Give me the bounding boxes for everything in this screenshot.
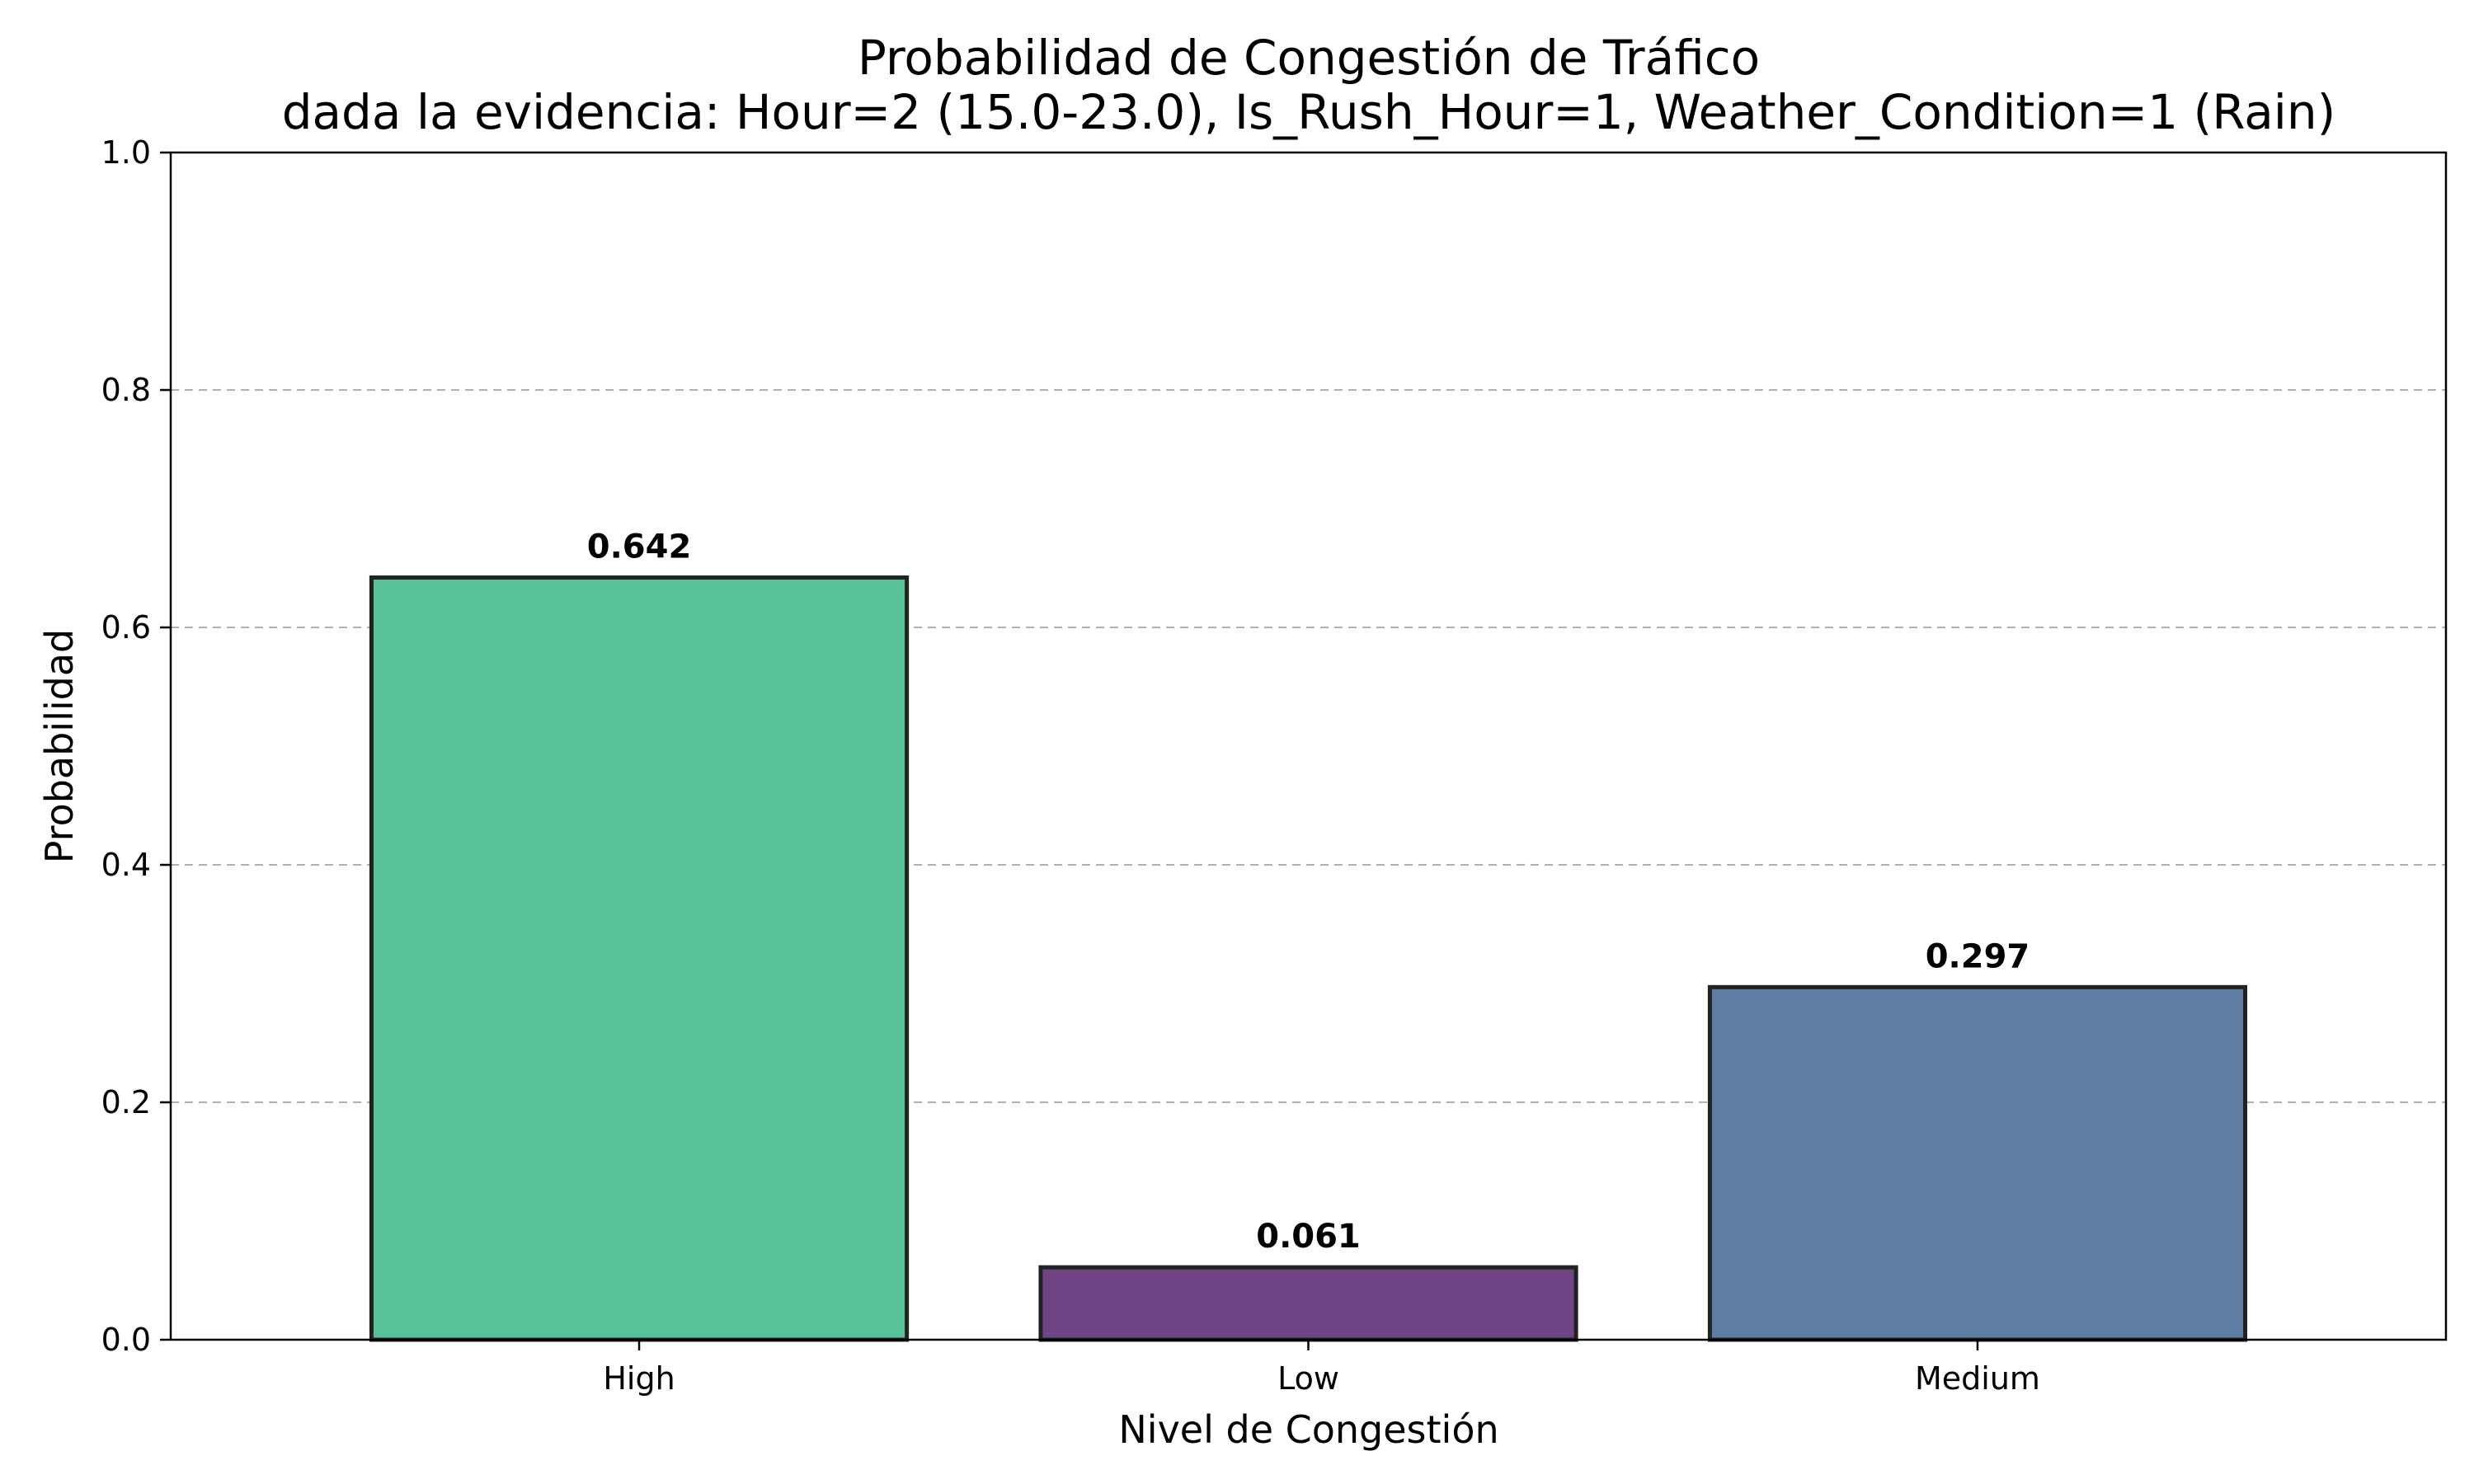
y-axis-label: Probabilidad <box>37 629 82 864</box>
x-axis-label: Nivel de Congestión <box>1118 1407 1498 1452</box>
x-axis-ticks: High Low Medium <box>603 1340 2040 1397</box>
y-tick-label: 1.0 <box>101 134 151 171</box>
x-tick-label: Low <box>1277 1360 1339 1397</box>
bar-value-label: 0.061 <box>1256 1218 1361 1256</box>
x-tick-label: Medium <box>1915 1360 2040 1397</box>
y-tick-label: 0.8 <box>101 372 151 408</box>
y-tick-label: 0.0 <box>101 1322 151 1358</box>
y-tick-label: 0.4 <box>101 847 151 883</box>
bar-value-label: 0.297 <box>1926 937 2030 975</box>
bar-high <box>369 575 910 1342</box>
value-labels: 0.642 0.061 0.297 <box>587 528 2030 1256</box>
x-tick-label: High <box>603 1360 675 1397</box>
chart-subtitle: dada la evidencia: Hour=2 (15.0-23.0), I… <box>282 84 2336 140</box>
y-tick-label: 0.6 <box>101 609 151 646</box>
bar-value-label: 0.642 <box>587 528 692 566</box>
bar-low <box>1038 1265 1578 1342</box>
bar-medium <box>1707 984 2248 1342</box>
y-tick-label: 0.2 <box>101 1084 151 1120</box>
y-axis-ticks: 0.0 0.2 0.4 0.6 0.8 1.0 <box>101 134 171 1358</box>
chart-title: Probabilidad de Congestión de Tráfico <box>858 30 1760 86</box>
